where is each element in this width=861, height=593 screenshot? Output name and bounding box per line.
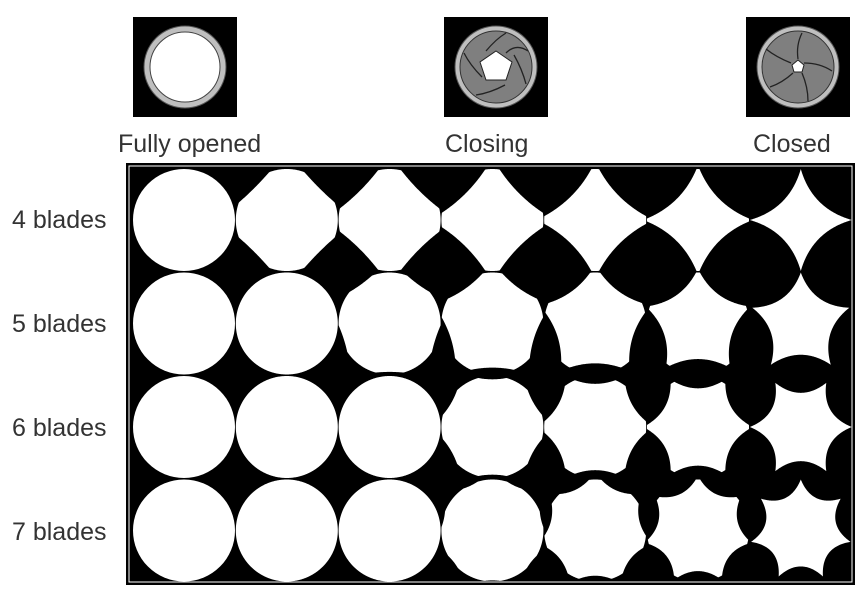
row-label-4-blades: 4 blades: [12, 206, 107, 234]
aperture-shape-grid: [126, 163, 855, 585]
row-label-5-blades: 5 blades: [12, 310, 107, 338]
aperture-shape-5-blades-step-5: [545, 272, 645, 368]
iris-fully-opened-graphic: [143, 25, 227, 109]
caption-closing: Closing: [445, 130, 529, 158]
aperture-shape-4-blades-step-5: [544, 169, 647, 271]
aperture-shape-6-blades-step-1: [133, 376, 235, 478]
aperture-grid-graphic: [128, 165, 853, 583]
aperture-shape-6-blades-step-5: [544, 380, 647, 474]
aperture-shape-4-blades-step-1: [133, 169, 235, 271]
aperture-shape-5-blades-step-2: [235, 272, 338, 375]
aperture-shape-6-blades-step-2: [235, 376, 338, 478]
aperture-shape-7-blades-step-3: [338, 479, 441, 582]
aperture-shape-7-blades-step-6: [647, 479, 749, 578]
aperture-shape-6-blades-step-3: [338, 376, 441, 478]
iris-fully-opened-icon: [133, 17, 237, 117]
aperture-shape-5-blades-step-6: [648, 272, 748, 366]
aperture-shape-7-blades-step-1: [133, 479, 235, 582]
aperture-shape-6-blades-step-6: [647, 381, 749, 473]
aperture-shape-6-blades-step-7: [749, 382, 852, 472]
caption-fully-opened: Fully opened: [118, 130, 262, 158]
iris-closed-icon: [746, 17, 850, 117]
aperture-shape-5-blades-step-1: [133, 272, 235, 375]
aperture-shape-7-blades-step-2: [235, 479, 338, 582]
aperture-shape-7-blades-step-4: [441, 479, 544, 581]
caption-closed: Closed: [753, 130, 831, 158]
row-label-6-blades: 6 blades: [12, 414, 107, 442]
aperture-shape-5-blades-step-3: [338, 272, 441, 373]
aperture-shape-4-blades-step-3: [338, 169, 441, 271]
iris-closed-graphic: [756, 25, 840, 109]
aperture-shape-7-blades-step-7: [751, 479, 851, 577]
aperture-shape-5-blades-step-4: [441, 272, 543, 370]
aperture-shape-4-blades-step-4: [441, 169, 544, 271]
iris-closing-icon: [444, 17, 548, 117]
aperture-shape-4-blades-step-2: [235, 169, 338, 271]
iris-closing-graphic: [454, 25, 538, 109]
grid-border: [128, 165, 853, 583]
aperture-shape-5-blades-step-7: [752, 272, 850, 365]
aperture-shape-7-blades-step-5: [544, 479, 646, 579]
aperture-shape-6-blades-step-4: [441, 378, 544, 476]
aperture-shape-4-blades-step-6: [647, 169, 749, 271]
aperture-shape-4-blades-step-7: [749, 169, 852, 271]
row-label-7-blades: 7 blades: [12, 518, 107, 546]
